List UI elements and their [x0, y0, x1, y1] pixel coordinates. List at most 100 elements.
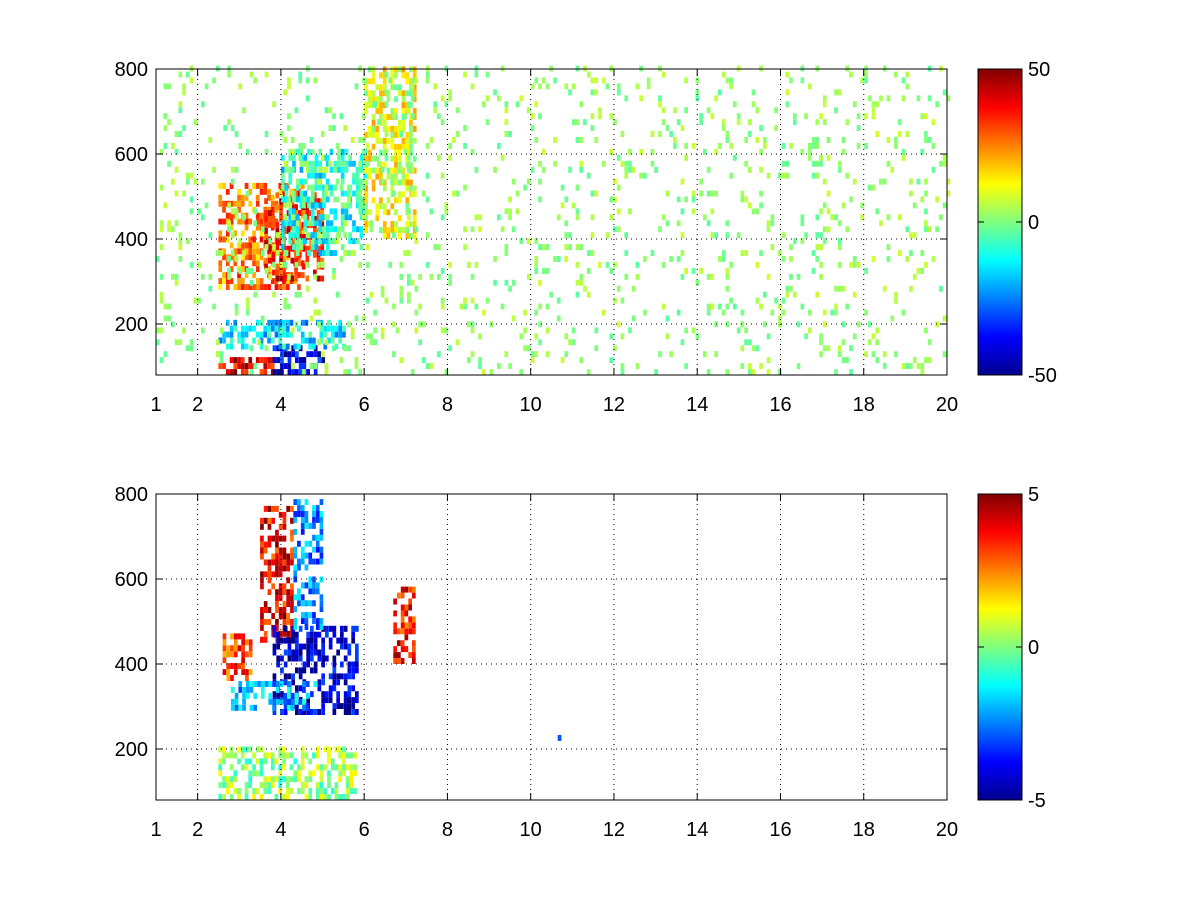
heatmap-cell — [684, 107, 688, 114]
heatmap-cell — [740, 345, 745, 352]
heatmap-cell — [849, 345, 853, 352]
heatmap-cell — [897, 250, 902, 256]
heatmap-cell — [766, 273, 771, 280]
heatmap-cell — [276, 357, 280, 364]
heatmap-cell — [282, 607, 287, 613]
heatmap-cell — [740, 309, 745, 316]
heatmap-cell — [355, 697, 359, 704]
heatmap-cell — [292, 154, 296, 161]
heatmap-cell — [182, 125, 186, 131]
heatmap-cell — [313, 649, 318, 656]
heatmap-cell — [909, 190, 913, 197]
heatmap-cell — [407, 297, 411, 304]
heatmap-cell — [320, 131, 325, 137]
heatmap-cell — [286, 553, 290, 560]
heatmap-cell — [594, 345, 599, 352]
heatmap-cell — [245, 267, 250, 274]
heatmap-cell — [382, 161, 387, 168]
heatmap-cell — [658, 351, 662, 358]
heatmap-cell — [330, 331, 335, 338]
heatmap-cell — [624, 273, 629, 280]
heatmap-cell — [297, 188, 301, 195]
heatmap-cell — [319, 600, 324, 607]
heatmap-cell — [334, 764, 339, 771]
heatmap-cell — [568, 232, 572, 239]
heatmap-cell — [455, 339, 460, 346]
heatmap-cell — [313, 661, 318, 668]
x-tick-label: 14 — [686, 394, 708, 416]
heatmap-cell — [300, 528, 305, 535]
heatmap-cell — [305, 77, 310, 84]
heatmap-cell — [444, 327, 449, 334]
heatmap-cell — [386, 233, 391, 239]
heatmap-cell — [226, 675, 231, 681]
heatmap-cell — [334, 788, 339, 794]
colorbar-ticks: 50-5 — [978, 484, 1046, 812]
heatmap-cell — [316, 257, 321, 264]
y-tick-label: 400 — [115, 229, 148, 251]
heatmap-cell — [418, 273, 422, 280]
heatmap-cell — [778, 250, 782, 256]
heatmap-cell — [340, 190, 345, 197]
heatmap-cell — [905, 226, 910, 233]
heatmap-cell — [264, 131, 269, 137]
heatmap-cell — [609, 113, 614, 120]
heatmap-cell — [437, 113, 441, 120]
heatmap-cell — [822, 321, 827, 328]
heatmap-cell — [156, 256, 160, 262]
heatmap-cell — [875, 339, 880, 346]
heatmap-cell — [248, 242, 253, 249]
heatmap-cell — [519, 333, 524, 340]
heatmap-cell — [882, 178, 887, 185]
heatmap-cell — [886, 160, 891, 167]
heatmap-cell — [340, 220, 345, 227]
heatmap-cell — [302, 681, 306, 687]
heatmap-cell — [270, 782, 275, 789]
heatmap-cell — [541, 267, 546, 274]
heatmap-cell — [327, 758, 331, 765]
heatmap-cell — [238, 143, 243, 149]
heatmap-cell — [394, 125, 398, 132]
heatmap-cell — [364, 90, 368, 97]
heatmap-cell — [515, 101, 520, 108]
heatmap-cell — [289, 194, 294, 201]
heatmap-cell — [871, 256, 876, 262]
heatmap-cell — [393, 598, 397, 605]
heatmap-cell — [332, 667, 337, 674]
heatmap-cell — [237, 633, 242, 640]
heatmap-cell — [530, 125, 535, 131]
heatmap-cell — [924, 178, 928, 185]
heatmap-cell — [325, 250, 330, 256]
heatmap-cell — [927, 95, 932, 102]
heatmap-cell — [229, 212, 234, 219]
heatmap-cell — [320, 245, 325, 252]
heatmap-cell — [352, 160, 356, 167]
heatmap-cell — [325, 244, 330, 251]
heatmap-cell — [871, 113, 876, 120]
heatmap-cell — [178, 107, 183, 114]
heatmap-cell — [174, 273, 179, 280]
heatmap-cell — [259, 782, 264, 789]
heatmap-cell — [377, 119, 381, 126]
heatmap-cell — [322, 214, 326, 221]
heatmap-cell — [248, 669, 253, 675]
heatmap-cell — [253, 681, 258, 687]
heatmap-cell — [763, 321, 767, 328]
heatmap-cell — [815, 244, 820, 251]
heatmap-cell — [290, 327, 295, 334]
heatmap-cell — [920, 267, 925, 274]
heatmap-cell — [252, 770, 256, 777]
heatmap-cell — [229, 254, 234, 261]
heatmap-cell — [240, 284, 245, 290]
heatmap-cell — [654, 166, 658, 173]
heatmap-cell — [478, 357, 482, 364]
heatmap-cell — [315, 588, 320, 595]
heatmap-cell — [448, 143, 452, 149]
heatmap-cell — [315, 624, 320, 630]
heatmap-cell — [365, 261, 370, 268]
heatmap-cell — [942, 154, 947, 161]
heatmap-cell — [575, 214, 580, 221]
heatmap-cell — [355, 226, 360, 233]
heatmap-cell — [327, 776, 331, 783]
heatmap-cell — [706, 273, 711, 280]
